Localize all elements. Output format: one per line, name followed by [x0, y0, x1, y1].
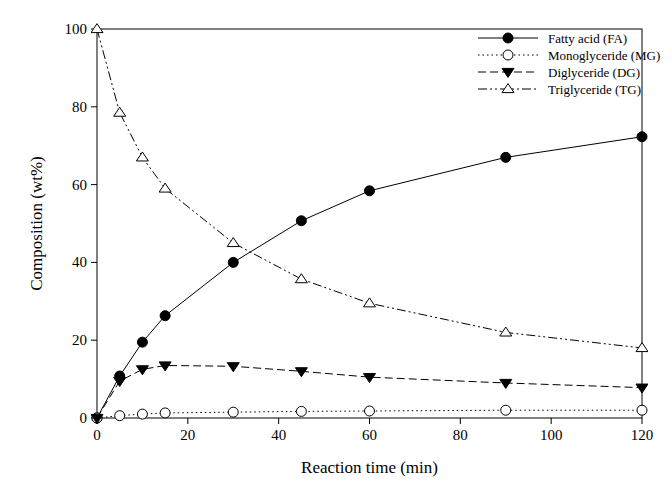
- data-point: [501, 405, 511, 415]
- y-tick-label: 60: [72, 177, 87, 193]
- data-point: [136, 366, 148, 375]
- y-axis-label: Composition (wt%): [27, 156, 46, 291]
- data-point: [136, 152, 148, 161]
- data-point: [228, 407, 238, 417]
- x-tick-label: 120: [631, 427, 654, 443]
- x-tick: [187, 418, 188, 424]
- legend-label: Diglyceride (DG): [548, 65, 640, 80]
- x-tick-label: 0: [93, 427, 101, 443]
- y-tick-label: 80: [72, 99, 87, 115]
- x-tick-label: 40: [271, 427, 286, 443]
- data-point: [160, 311, 170, 321]
- data-point: [114, 107, 126, 116]
- y-tick-label: 20: [72, 332, 87, 348]
- data-point: [637, 132, 647, 142]
- data-point: [92, 413, 102, 423]
- data-point: [115, 411, 125, 421]
- legend-label: Monoglyceride (MG): [548, 48, 660, 63]
- data-point: [228, 257, 238, 267]
- y-tick-label: 40: [72, 254, 87, 270]
- legend-marker: [503, 50, 513, 60]
- x-tick-label: 100: [540, 427, 563, 443]
- data-point: [227, 363, 239, 372]
- x-tick-label: 20: [180, 427, 195, 443]
- data-point: [137, 409, 147, 419]
- data-point: [91, 414, 103, 423]
- data-point: [227, 238, 239, 247]
- data-point: [636, 384, 648, 393]
- data-point: [295, 368, 307, 377]
- data-point: [114, 377, 126, 386]
- legend-label: Fatty acid (FA): [548, 31, 627, 46]
- data-point: [636, 343, 648, 352]
- y-tick: [91, 184, 97, 185]
- plot-frame: [97, 29, 642, 418]
- data-point: [160, 408, 170, 418]
- data-point: [365, 406, 375, 416]
- x-tick-label: 80: [453, 427, 468, 443]
- chart: 0 20 40 60 80 100 120 0 20 40 60 80 100 Reaction time…: [0, 0, 672, 488]
- data-point: [501, 152, 511, 162]
- y-tick-label: 100: [65, 21, 88, 37]
- legend: Fatty acid (FA) Monoglyceride (MG) Diglyce…: [478, 31, 660, 97]
- y-tick: [91, 262, 97, 263]
- data-point: [500, 327, 512, 336]
- y-tick-label: 0: [80, 410, 88, 426]
- data-point: [159, 183, 171, 192]
- data-point: [159, 362, 171, 371]
- data-point: [365, 186, 375, 196]
- x-tick-label: 60: [362, 427, 377, 443]
- data-point: [364, 298, 376, 307]
- data-point: [137, 337, 147, 347]
- y-tick: [91, 340, 97, 341]
- x-tick: [278, 418, 279, 424]
- data-point: [364, 374, 376, 383]
- data-point: [637, 405, 647, 415]
- series-line: [97, 137, 642, 418]
- data-point: [91, 24, 103, 33]
- x-tick: [642, 418, 643, 424]
- data-point: [92, 413, 102, 423]
- x-tick: [551, 418, 552, 424]
- legend-marker: [503, 33, 513, 43]
- y-tick: [91, 106, 97, 107]
- data-point: [296, 406, 306, 416]
- data-point: [500, 379, 512, 388]
- legend-marker: [502, 84, 514, 93]
- data-point: [295, 274, 307, 283]
- series-line: [97, 365, 642, 418]
- plot-area: [91, 24, 648, 424]
- x-tick: [369, 418, 370, 424]
- series-line: [97, 29, 642, 348]
- x-tick: [460, 418, 461, 424]
- data-point: [296, 216, 306, 226]
- legend-marker: [502, 68, 514, 77]
- x-axis-label: Reaction time (min): [301, 458, 438, 477]
- legend-label: Triglyceride (TG): [548, 82, 641, 97]
